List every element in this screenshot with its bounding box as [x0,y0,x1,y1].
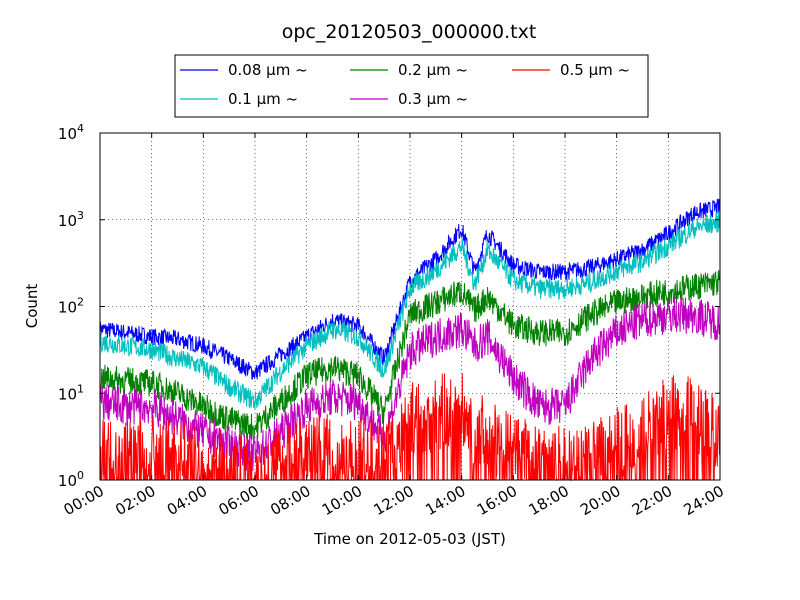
y-tick-exponent: 2 [77,296,84,309]
series-line-1 [99,211,721,410]
series-line-4 [99,373,721,482]
y-tick-base: 10 [58,385,77,403]
y-tick-base: 10 [58,212,77,230]
y-tick-exponent: 3 [77,209,84,222]
series-line-3 [99,296,721,472]
y-tick-base: 10 [58,125,77,143]
y-tick-exponent: 0 [77,469,84,482]
legend-box [174,54,649,118]
series-line-0 [99,198,721,380]
series-group [99,198,721,482]
legend-label: 0.08 μm ~ [228,61,308,79]
x-axis-label: Time on 2012-05-03 (JST) [313,530,506,548]
y-tick-exponent: 4 [77,122,84,135]
y-tick-exponent: 1 [77,382,84,395]
chart-title: opc_20120503_000000.txt [282,21,537,43]
y-tick-label: 104 [58,122,84,143]
axis-ticks [99,132,721,481]
series-line-2 [99,270,721,441]
legend-label: 0.1 μm ~ [228,90,298,108]
legend-label: 0.5 μm ~ [560,61,630,79]
y-axis-label: Count [23,284,41,329]
legend-label: 0.3 μm ~ [398,90,468,108]
y-tick-label: 101 [58,382,84,403]
legend-label: 0.2 μm ~ [398,61,468,79]
y-tick-label: 103 [58,209,84,230]
y-tick-label: 100 [58,469,84,490]
legend: 0.08 μm ~ 0.1 μm ~ 0.2 μm ~ 0.3 μm ~ 0.5 μm … [174,54,649,118]
y-tick-base: 10 [58,472,77,490]
y-tick-label: 102 [58,296,84,317]
y-tick-base: 10 [58,299,77,317]
